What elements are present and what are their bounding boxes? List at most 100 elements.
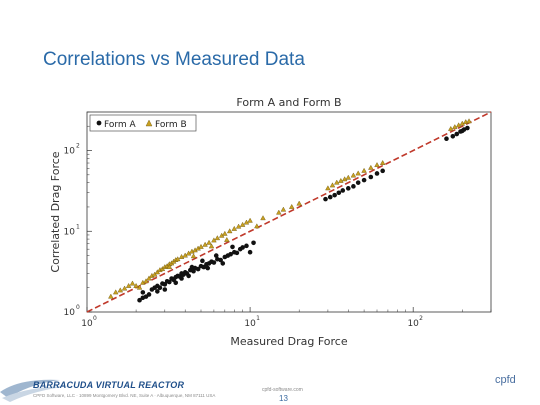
form-b-point bbox=[214, 235, 221, 241]
form-a-point bbox=[220, 261, 226, 266]
form-b-point bbox=[334, 179, 340, 185]
form-a-point bbox=[444, 136, 449, 142]
company-address: CPFD Software, LLC · 10899 Montgomery Bl… bbox=[33, 393, 216, 398]
form-a-point bbox=[454, 131, 460, 137]
form-b-point bbox=[379, 160, 386, 165]
form-b-point bbox=[345, 174, 352, 180]
legend-marker-form-b bbox=[145, 119, 153, 127]
form-a-point bbox=[162, 287, 168, 292]
form-a-point bbox=[355, 180, 361, 185]
y-tick-exponent: 1 bbox=[76, 223, 80, 230]
form-a-point bbox=[195, 266, 201, 272]
brand-name: BARRACUDA VIRTUAL REACTOR bbox=[33, 380, 185, 390]
form-b-point bbox=[121, 285, 128, 291]
x-tick-label: 10 bbox=[244, 319, 256, 329]
form-b-point bbox=[226, 228, 233, 234]
form-b-point bbox=[260, 215, 266, 221]
form-a-point bbox=[200, 258, 205, 264]
form-b-point bbox=[224, 236, 230, 242]
y-axis-label: Correlated Drag Force bbox=[49, 151, 62, 272]
form-b-point bbox=[280, 206, 287, 212]
form-a-point bbox=[465, 125, 470, 131]
form-a-point bbox=[140, 290, 146, 295]
form-a-point bbox=[179, 276, 184, 281]
form-a-point bbox=[137, 297, 142, 303]
form-b-point bbox=[112, 289, 119, 295]
form-a-point bbox=[173, 280, 179, 286]
form-a-point bbox=[327, 194, 333, 200]
form-a-point bbox=[380, 168, 385, 174]
x-tick-label: 10 bbox=[81, 319, 93, 329]
slide-title: Correlations vs Measured Data bbox=[43, 49, 305, 70]
form-b-point bbox=[296, 200, 302, 206]
form-b-point bbox=[117, 287, 124, 293]
form-a-point bbox=[345, 186, 351, 191]
form-b-point bbox=[276, 209, 282, 215]
form-a-point bbox=[336, 190, 342, 196]
form-b-point bbox=[129, 280, 136, 286]
form-a-point bbox=[234, 250, 240, 256]
form-a-point bbox=[230, 244, 235, 250]
form-a-point bbox=[218, 257, 223, 263]
form-b-point bbox=[208, 243, 215, 249]
y-tick-label: 10 bbox=[64, 227, 76, 237]
form-b-point bbox=[198, 243, 204, 249]
form-a-point bbox=[146, 292, 152, 297]
form-a-point bbox=[340, 188, 346, 193]
form-a-point bbox=[205, 265, 211, 271]
form-b-point bbox=[143, 278, 149, 284]
form-b-point bbox=[452, 124, 458, 130]
form-a-point bbox=[228, 251, 233, 257]
legend-label-form-a: Form A bbox=[104, 120, 137, 130]
form-b-point bbox=[361, 167, 367, 173]
form-b-point bbox=[329, 182, 336, 188]
reference-line bbox=[86, 111, 492, 313]
form-b-point bbox=[206, 239, 212, 245]
x-axis-label: Measured Drag Force bbox=[230, 335, 347, 348]
form-a-point bbox=[211, 260, 217, 265]
form-b-point bbox=[466, 118, 472, 124]
form-b-point bbox=[231, 225, 238, 231]
y-tick-label: 10 bbox=[64, 308, 76, 318]
form-b-point bbox=[368, 164, 374, 170]
form-b-point bbox=[222, 230, 228, 236]
form-a-point bbox=[247, 249, 253, 255]
form-b-point bbox=[133, 282, 139, 288]
form-b-point bbox=[190, 253, 197, 259]
cpfd-logo: cpfd bbox=[495, 374, 516, 386]
legend-label-form-b: Form B bbox=[155, 120, 187, 130]
form-a-point bbox=[167, 279, 172, 285]
form-b-point bbox=[374, 162, 380, 167]
form-b-point bbox=[108, 293, 114, 299]
form-a-point bbox=[351, 184, 356, 189]
x-tick-exponent: 0 bbox=[93, 315, 97, 322]
x-tick-exponent: 1 bbox=[256, 315, 260, 322]
x-tick-exponent: 2 bbox=[419, 315, 423, 322]
page-number: 13 bbox=[279, 394, 288, 403]
form-a-point bbox=[244, 243, 249, 249]
website-text: cpfd-software.com bbox=[262, 387, 303, 393]
y-tick-exponent: 0 bbox=[76, 304, 80, 311]
form-b-point bbox=[125, 282, 132, 288]
legend-marker-form-a bbox=[96, 120, 102, 126]
form-b-point bbox=[166, 264, 173, 269]
form-a-point bbox=[213, 253, 219, 258]
barracuda-swoosh-logo bbox=[0, 379, 70, 402]
form-b-point bbox=[178, 253, 185, 259]
form-b-point bbox=[338, 177, 344, 183]
legend-box bbox=[89, 114, 197, 132]
form-b-point bbox=[235, 223, 242, 229]
form-b-point bbox=[202, 241, 208, 247]
x-tick-label: 10 bbox=[407, 319, 419, 329]
form-a-point bbox=[251, 240, 256, 246]
form-b-point bbox=[325, 185, 331, 191]
form-a-point bbox=[157, 285, 163, 290]
form-a-point bbox=[374, 171, 380, 176]
form-b-point bbox=[247, 217, 253, 223]
y-tick-label: 10 bbox=[64, 147, 76, 157]
chart-title: Form A and Form B bbox=[236, 96, 341, 109]
y-tick-exponent: 2 bbox=[76, 143, 80, 150]
form-b-point bbox=[350, 172, 357, 178]
form-b-point bbox=[146, 275, 152, 281]
